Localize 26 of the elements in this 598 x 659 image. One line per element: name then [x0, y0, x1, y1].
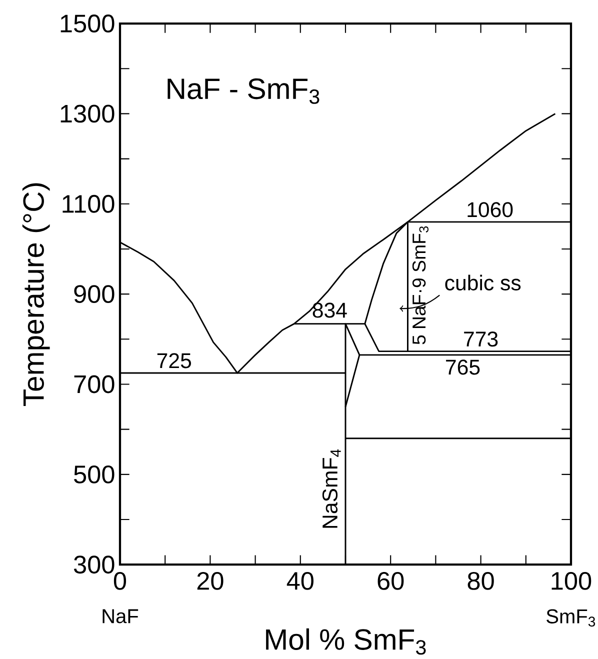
y-tick-label: 1100: [62, 194, 114, 213]
y-tick-label: 700: [74, 375, 114, 394]
y-tick-label: 300: [74, 556, 114, 574]
annotation: 725: [157, 353, 191, 368]
x-tick-label: 20: [197, 572, 224, 590]
y-tick-label: 1500: [60, 14, 114, 33]
annotation: 765: [446, 360, 480, 375]
x-tick-label: 60: [378, 572, 404, 590]
annotation: NaSmF$_{4}$: [322, 449, 341, 528]
annotation: 773: [464, 332, 498, 347]
annotation: 834: [312, 302, 347, 318]
y-tick-label: 900: [74, 285, 114, 304]
x-tick-label: 0: [114, 572, 126, 590]
text: NaF - SmF$_{3}$: [168, 78, 320, 104]
text: SmF$_{3}$: [546, 609, 596, 627]
x-tick-label: 100: [552, 572, 592, 590]
y-axis-title: Temperature (°C): [22, 183, 50, 406]
annotation: cubic ss: [445, 274, 521, 290]
annotation: 1060: [468, 202, 513, 218]
x-axis-title: Mol % SmF$_{3}$: [266, 628, 426, 655]
annotation: 5 NaF·9 SmF$_{3}$: [412, 226, 428, 344]
y-tick-label: 500: [74, 465, 114, 484]
text: NaF: [102, 609, 138, 624]
y-tick-label: 1300: [60, 104, 114, 123]
x-tick-label: 80: [468, 572, 494, 590]
x-tick-label: 40: [286, 572, 314, 590]
